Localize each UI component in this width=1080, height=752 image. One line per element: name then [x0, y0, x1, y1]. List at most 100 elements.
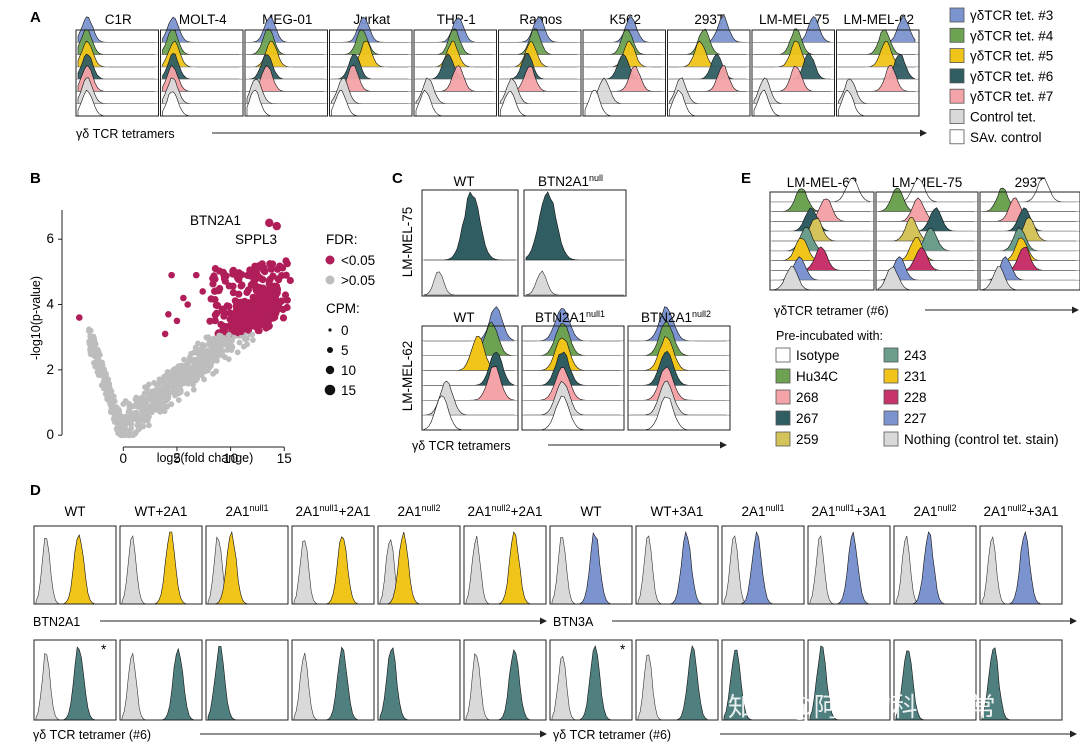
panel-a-cell-frame	[582, 29, 666, 117]
point-sig	[225, 302, 233, 311]
panel-a-col-header: Jurkat	[353, 12, 390, 27]
panel-d-col-header-sup: null1	[836, 503, 855, 513]
panel-d-col-header-base: 2A1	[468, 504, 492, 519]
annotation-btn2a1: BTN2A1	[190, 213, 241, 228]
panel-c-control-histogram	[423, 271, 516, 296]
panel-d-col-header-9: 2A1null1+3A1	[812, 503, 887, 519]
panel-d-frame	[205, 525, 289, 605]
panel-a-histogram-sav	[838, 89, 915, 117]
point-ns	[125, 418, 132, 424]
panel-a-cell-jurkat: Jurkat	[329, 12, 413, 117]
point-sig	[246, 313, 254, 321]
panel-d-frame	[291, 639, 375, 721]
legend-e-label-right-4: Nothing (control tet. stain)	[904, 432, 1059, 447]
panel-a-col-header: 293T	[694, 12, 725, 27]
panel-d-row2-cell-7	[635, 639, 719, 721]
panel-c-top-0	[421, 189, 519, 297]
panel-b-ylabel-text: -log10(p-value)	[29, 276, 43, 360]
panel-d-col-header-tail: +2A1	[511, 504, 543, 519]
point-sig	[238, 303, 246, 311]
watermark: 知乎 @阿昆的科研日常	[728, 692, 996, 722]
panel-a-xaxis-label: γδ TCR tetramers	[76, 127, 175, 141]
panel-a-cell-frame	[160, 29, 244, 117]
point-ns	[86, 338, 92, 345]
point-ns	[193, 362, 199, 368]
point-outlier	[168, 271, 175, 279]
panel-d-col-header-2: 2A1null1	[225, 503, 268, 519]
panel-a-histogram-sav	[584, 89, 662, 117]
point-sig	[283, 260, 291, 268]
point-sig	[211, 317, 219, 325]
panel-d-col-header-base: WT+3A1	[651, 504, 704, 519]
legend-a-swatch-3	[949, 48, 965, 63]
point-sig	[256, 310, 265, 318]
cpm-15-label: 15	[341, 383, 356, 398]
point-ns	[192, 348, 199, 355]
point-ns	[198, 346, 204, 353]
panel-c-row-lmmel62: LM-MEL-62	[400, 341, 415, 412]
legend-a-swatch-7	[949, 129, 965, 145]
point-ns	[107, 399, 113, 406]
point-ns	[175, 363, 182, 369]
point-sig	[254, 327, 262, 335]
point-ns	[190, 381, 197, 388]
panel-b-xtick-label: 0	[120, 451, 128, 466]
point-sig	[278, 272, 286, 280]
point-sig	[265, 280, 273, 288]
cpm-5-swatch	[327, 347, 333, 353]
panel-d-col-header-tail: +3A1	[855, 504, 887, 519]
panel-a-col-header: K562	[609, 12, 641, 27]
point-ns	[195, 340, 201, 347]
point-ns	[173, 383, 179, 390]
panel-a-histogram-tet5	[415, 40, 493, 68]
panel-d-col-header-10: 2A1null2	[913, 503, 956, 519]
legend-e-swatch-left-1	[775, 368, 791, 384]
point-sig	[246, 272, 255, 280]
point-sig	[243, 288, 251, 296]
point-sig	[229, 289, 237, 297]
panel-e-legend-title: Pre-incubated with:	[776, 329, 883, 343]
panel-d-control-histogram	[637, 654, 716, 721]
legend-e-label-left-1: Hu34C	[796, 369, 838, 384]
panel-d-tetramer-axis-label-right: γδ TCR tetramer (#6)	[553, 728, 671, 742]
point-ns	[116, 416, 123, 423]
point-ns	[188, 364, 195, 371]
point-ns	[151, 379, 158, 386]
fdr-ns-label: >0.05	[341, 273, 375, 288]
panel-d-row2-cell-10	[893, 639, 977, 721]
panel-d-row1-cell-1	[119, 525, 203, 605]
panel-b-points	[75, 218, 294, 439]
point-ns	[161, 373, 168, 380]
panel-c-top-col-btn2a1: BTN2A1null	[538, 173, 603, 189]
panel-d-frame	[33, 639, 117, 721]
point-sig	[252, 274, 260, 282]
point-ns	[212, 346, 219, 352]
point-ns	[175, 397, 182, 403]
panel-c-bottom-0	[421, 306, 519, 431]
panel-d-col-header-sup: null1	[766, 503, 785, 513]
panel-a-histogram-tet4	[584, 28, 662, 55]
panel-d-col-header-base: 2A1	[812, 504, 836, 519]
panel-d-row1-cell-10	[893, 525, 977, 605]
legend-a-label-2: γδTCR tet. #4	[970, 28, 1054, 43]
panel-d-label: D	[30, 482, 41, 499]
point-ns	[240, 343, 247, 350]
panel-e-legend: Isotype Hu34C 268 267 259 243 231 228 227 Nothing…	[775, 347, 1059, 447]
asterisk-right: *	[620, 642, 626, 657]
panel-a-cell-c1r: C1R	[75, 12, 159, 117]
point-ns	[120, 419, 127, 425]
panel-d-col-header-sup: null2	[938, 503, 957, 513]
point-sig	[213, 287, 221, 295]
point-ns	[249, 331, 256, 338]
panel-d-frame	[893, 639, 977, 721]
legend-e-label-right-0: 243	[904, 348, 927, 363]
panel-a-col-header: MEG-01	[262, 12, 312, 27]
panel-b-xlabel: log2(fold change)	[157, 451, 254, 465]
point-ns	[159, 394, 166, 401]
panel-a-cell-frame	[329, 29, 413, 117]
legend-a-label-1: γδTCR tet. #3	[970, 8, 1053, 23]
point-ns	[172, 390, 179, 397]
panel-b-xtick-label: 5	[173, 451, 181, 466]
panel-d-frame	[979, 525, 1063, 605]
panel-e-col-2: 293T	[979, 175, 1080, 291]
